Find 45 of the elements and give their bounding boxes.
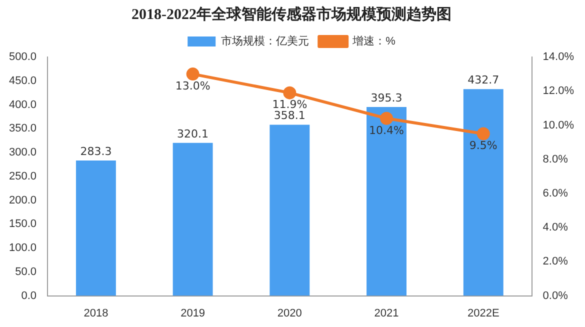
y2-tick-label: 4.0% [542,222,568,234]
y-tick-label: 350.0 [8,122,37,135]
data-label: 320.1 [177,127,209,140]
point [380,112,394,125]
y-tick-label: 0.0 [21,290,37,302]
data-label: 432.7 [468,74,500,86]
y2-tick-label: 8.0% [542,153,568,166]
y2-tick-label: 14.0% [542,51,574,64]
x-tick-label: 2018 [84,307,108,320]
y2-tick-label: 10.0% [542,119,574,132]
y-tick-label: 400.0 [8,98,37,111]
x-tick-label: 2021 [374,307,399,320]
data-label: 395.3 [370,91,402,104]
data-label: 13.0% [175,79,210,92]
data-label: 283.3 [80,144,112,158]
y-tick-label: 450.0 [8,74,37,87]
bar [366,107,406,296]
bar [270,124,310,296]
legend-label: 市场规模：亿美元 [221,34,310,48]
point [283,86,296,100]
y-tick-label: 200.0 [8,194,37,206]
bar [463,89,504,296]
data-label: 11.9% [272,98,308,112]
y2-tick-label: 0.0% [542,290,568,302]
x-tick-label: 2022E [467,307,500,320]
bar [172,142,213,296]
chart-title: 2018-2022年全球智能传感器市场规模预测趋势图 [132,4,452,23]
data-label: 9.5% [469,139,498,152]
x-tick-label: 2020 [277,307,302,320]
legend-label: 增速：% [352,34,396,48]
data-label: 10.4% [369,124,404,137]
y-tick-label: 150.0 [8,218,37,230]
y2-tick-label: 2.0% [542,256,568,268]
point [186,68,200,81]
y-tick-label: 300.0 [8,146,37,159]
y-tick-label: 100.0 [8,242,37,254]
data-label: 358.1 [274,109,306,122]
point [476,127,490,140]
y2-tick-label: 12.0% [542,85,574,98]
x-tick-label: 2019 [180,307,206,320]
y-tick-label: 250.0 [8,170,37,182]
y-tick-label: 500.0 [8,51,37,64]
y-tick-label: 50.0 [15,266,37,278]
y2-tick-label: 6.0% [542,187,568,200]
bar [76,160,116,296]
